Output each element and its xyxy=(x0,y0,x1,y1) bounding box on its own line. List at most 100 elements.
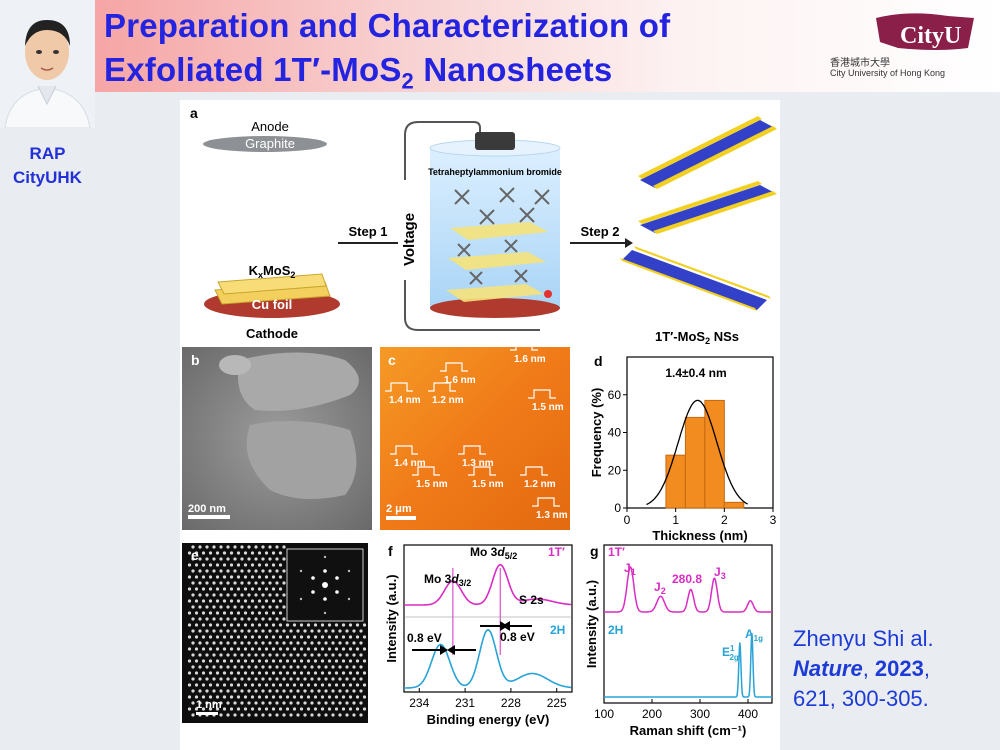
lattice-atom xyxy=(219,641,223,645)
lattice-atom xyxy=(271,695,276,699)
logo-english-name: City University of Hong Kong xyxy=(830,68,946,78)
lattice-atom xyxy=(264,563,269,567)
lattice-atom xyxy=(187,659,192,663)
lattice-atom xyxy=(271,623,276,627)
lattice-atom xyxy=(219,605,223,609)
lattice-atom xyxy=(289,641,293,645)
lattice-atom xyxy=(345,689,349,693)
lattice-atom xyxy=(341,635,346,639)
lattice-atom xyxy=(324,629,328,633)
lattice-atom xyxy=(236,611,241,615)
lattice-atom xyxy=(254,617,258,621)
lattice-atom xyxy=(194,695,199,699)
lattice-atom xyxy=(345,701,349,705)
lattice-atom xyxy=(233,653,237,657)
x-tick-label: 0 xyxy=(624,513,631,527)
lattice-atom xyxy=(261,689,265,693)
lattice-atom xyxy=(292,647,297,651)
lattice-atom xyxy=(341,647,346,651)
lattice-atom xyxy=(299,647,304,651)
lattice-atom xyxy=(292,683,297,687)
lattice-atom xyxy=(324,713,328,717)
lattice-atom xyxy=(233,569,237,573)
lattice-atom xyxy=(303,713,307,717)
lattice-atom xyxy=(254,689,258,693)
lattice-atom xyxy=(226,653,230,657)
lattice-atom xyxy=(191,641,195,645)
lattice-atom xyxy=(299,683,304,687)
lattice-atom xyxy=(187,563,192,567)
lattice-atom xyxy=(264,647,269,651)
lattice-atom xyxy=(289,701,293,705)
lattice-atom xyxy=(271,599,276,603)
lattice-atom xyxy=(208,695,213,699)
lattice-atom xyxy=(264,707,269,711)
lattice-atom xyxy=(359,713,363,717)
lattice-atom xyxy=(226,677,230,681)
lattice-atom xyxy=(212,629,216,633)
xps-2h-tag: 2H xyxy=(550,623,565,637)
lattice-atom xyxy=(240,605,244,609)
lattice-atom xyxy=(306,707,311,711)
afm-height-label: 1.4 nm xyxy=(389,395,421,406)
lattice-atom xyxy=(317,713,321,717)
lattice-atom xyxy=(345,653,349,657)
lattice-atom xyxy=(320,671,325,675)
raman-a1g-label: A1g xyxy=(745,627,763,643)
histogram-bar xyxy=(704,399,725,509)
lattice-atom xyxy=(292,707,297,711)
lattice-atom xyxy=(191,557,195,561)
lattice-atom xyxy=(292,623,297,627)
panel-a-label: a xyxy=(190,105,198,121)
lattice-atom xyxy=(215,563,220,567)
fft-spot xyxy=(311,590,315,594)
fft-spot xyxy=(299,569,303,573)
x-axis-label: Binding energy (eV) xyxy=(427,712,550,727)
afm-height-profile xyxy=(412,466,440,476)
lattice-atom xyxy=(219,557,223,561)
lattice-atom xyxy=(250,611,255,615)
shift-right-label: 0.8 eV xyxy=(500,630,535,644)
lattice-atom xyxy=(310,677,314,681)
lattice-atom xyxy=(222,647,227,651)
kxmos2-label: KxMoS2 xyxy=(249,263,296,280)
lattice-atom xyxy=(215,647,220,651)
lattice-atom xyxy=(261,557,265,561)
lattice-atom xyxy=(194,587,199,591)
fft-spot xyxy=(323,555,327,559)
lattice-atom xyxy=(320,683,325,687)
lattice-atom xyxy=(205,569,209,573)
lattice-atom xyxy=(215,599,220,603)
tem-flake xyxy=(237,352,359,411)
lattice-atom xyxy=(359,629,363,633)
lattice-atom xyxy=(247,617,251,621)
lattice-atom xyxy=(194,575,199,579)
lattice-atom xyxy=(191,689,195,693)
lattice-atom xyxy=(289,713,293,717)
lattice-atom xyxy=(219,701,223,705)
raman-j3-label: J3 xyxy=(714,565,726,581)
lattice-atom xyxy=(191,713,195,717)
lattice-atom xyxy=(341,695,346,699)
afm-height-label: 1.2 nm xyxy=(432,395,464,406)
lattice-atom xyxy=(194,647,199,651)
lattice-atom xyxy=(345,677,349,681)
lattice-atom xyxy=(264,683,269,687)
citation: Zhenyu Shi al. Nature, 2023, 621, 300-30… xyxy=(793,624,934,714)
lattice-atom xyxy=(264,659,269,663)
lattice-atom xyxy=(254,557,258,561)
lattice-atom xyxy=(240,689,244,693)
lattice-atom xyxy=(229,611,234,615)
lattice-atom xyxy=(240,617,244,621)
lattice-atom xyxy=(191,665,195,669)
lattice-atom xyxy=(191,593,195,597)
lattice-atom xyxy=(296,689,300,693)
lattice-atom xyxy=(212,653,216,657)
lattice-atom xyxy=(233,605,237,609)
lattice-atom xyxy=(243,587,248,591)
lattice-atom xyxy=(352,653,356,657)
lattice-atom xyxy=(254,713,258,717)
raman-j1-label: J1 xyxy=(624,561,636,577)
electrolyte-label: Tetraheptylammonium bromide xyxy=(428,167,562,177)
lattice-atom xyxy=(250,599,255,603)
